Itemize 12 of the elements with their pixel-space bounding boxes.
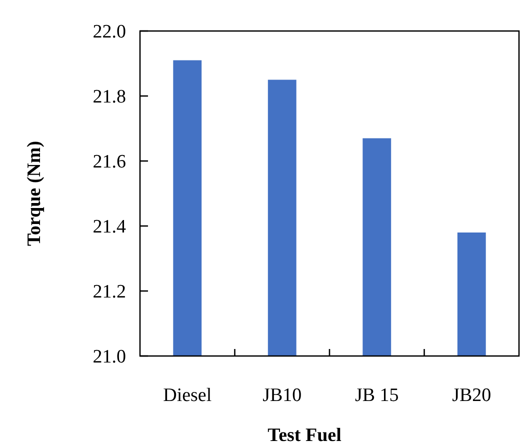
x-axis-title: Test Fuel — [268, 425, 342, 443]
x-tick-label: JB10 — [262, 385, 302, 406]
x-tick-label: Diesel — [163, 385, 212, 406]
y-tick-label: 21.2 — [92, 282, 126, 303]
y-tick-label: 21.6 — [92, 152, 126, 173]
x-tick-label: JB 15 — [354, 385, 399, 406]
y-tick-label: 21.0 — [92, 346, 126, 368]
y-axis-title: Torque (Nm) — [24, 140, 45, 246]
y-tick-label: 21.8 — [92, 86, 126, 108]
y-tick-label: 22.0 — [92, 22, 126, 43]
x-tick-label: JB20 — [452, 385, 492, 406]
y-tick-label: 21.4 — [92, 216, 126, 238]
